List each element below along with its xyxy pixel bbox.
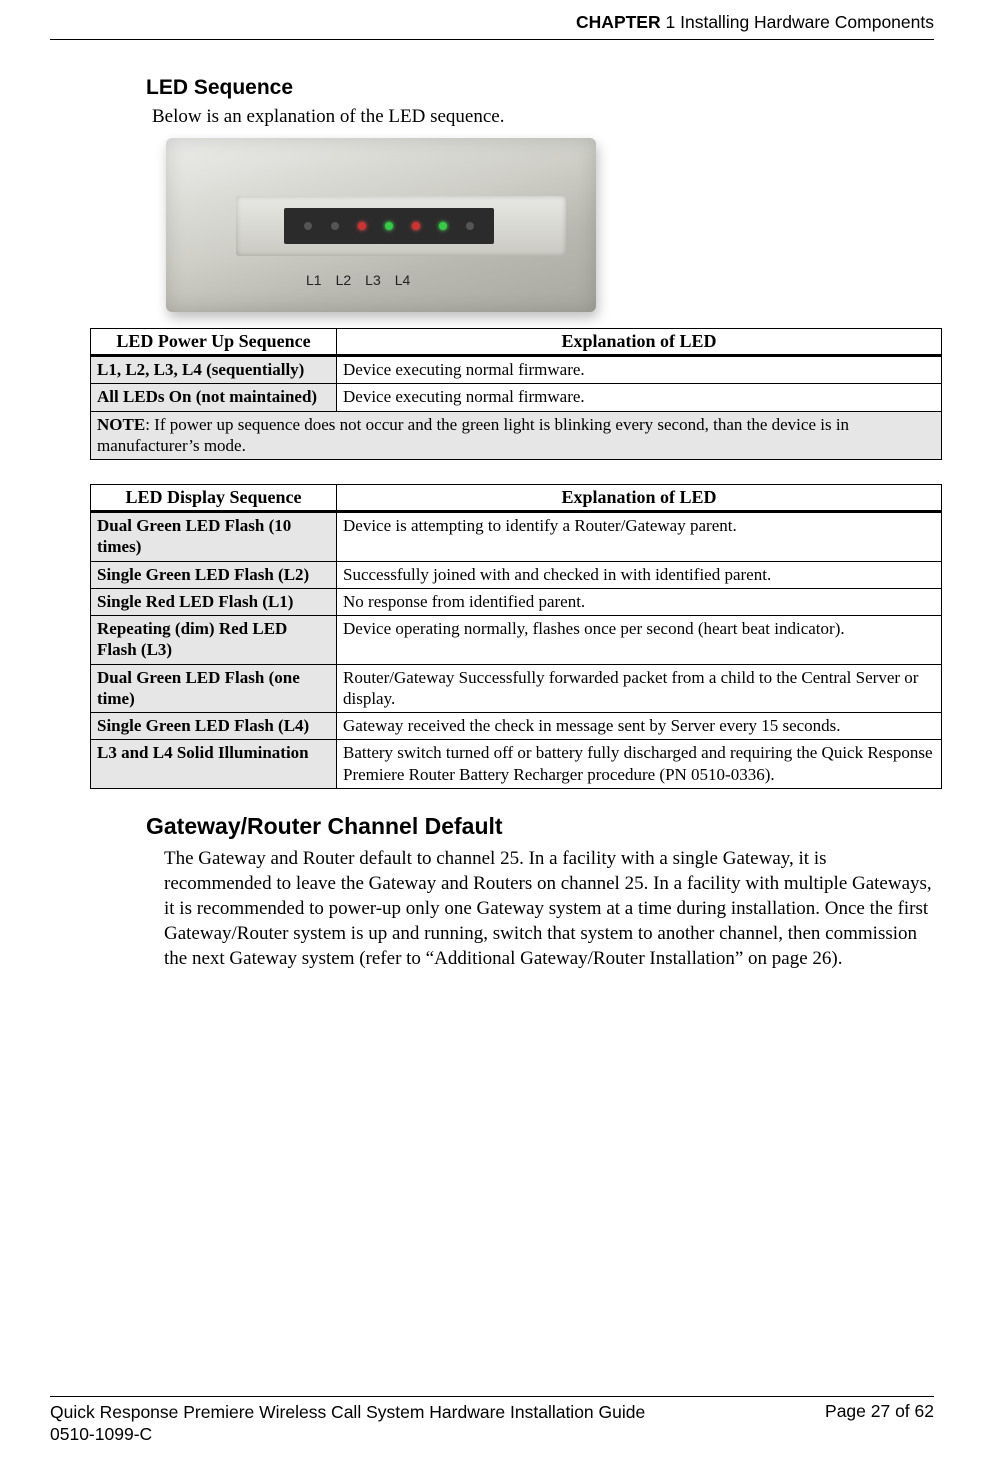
table-row: L3 and L4 Solid IlluminationBattery swit… <box>91 740 942 789</box>
cell-exp: Device executing normal firmware. <box>337 384 942 411</box>
led-l4 <box>439 222 447 230</box>
led-l3 <box>412 222 420 230</box>
figure-label-l4: L4 <box>395 272 411 288</box>
figure-label-l2: L2 <box>336 272 352 288</box>
page-footer: Quick Response Premiere Wireless Call Sy… <box>50 1396 934 1447</box>
gateway-default-body: The Gateway and Router default to channe… <box>164 846 934 971</box>
table-header-seq: LED Power Up Sequence <box>91 329 337 356</box>
device-port <box>466 222 474 230</box>
table-power-up-sequence: LED Power Up Sequence Explanation of LED… <box>90 328 942 460</box>
table-row: All LEDs On (not maintained) Device exec… <box>91 384 942 411</box>
cell-exp: Battery switch turned off or battery ful… <box>337 740 942 789</box>
content: LED Sequence Below is an explanation of … <box>146 76 934 971</box>
device-photo: L1 L2 L3 L4 <box>166 138 596 312</box>
led-l1 <box>358 222 366 230</box>
section-heading-gateway-default: Gateway/Router Channel Default <box>146 813 934 840</box>
device-port <box>304 222 312 230</box>
footer-doc-title: Quick Response Premiere Wireless Call Sy… <box>50 1402 645 1422</box>
cell-seq: Single Red LED Flash (L1) <box>91 588 337 615</box>
cell-seq: All LEDs On (not maintained) <box>91 384 337 411</box>
table-row: Dual Green LED Flash (10 times)Device is… <box>91 512 942 562</box>
table-row: Single Green LED Flash (L2)Successfully … <box>91 561 942 588</box>
table-row: L1, L2, L3, L4 (sequentially) Device exe… <box>91 356 942 384</box>
footer-doc-number: 0510-1099-C <box>50 1424 152 1444</box>
table-row: Repeating (dim) Red LED Flash (L3)Device… <box>91 616 942 665</box>
cell-seq: Single Green LED Flash (L4) <box>91 713 337 740</box>
cell-seq: Dual Green LED Flash (10 times) <box>91 512 337 562</box>
cell-exp: Successfully joined with and checked in … <box>337 561 942 588</box>
table-row: Single Red LED Flash (L1)No response fro… <box>91 588 942 615</box>
cell-exp: Device operating normally, flashes once … <box>337 616 942 665</box>
chapter-number: 1 <box>666 12 676 32</box>
cell-exp: Device is attempting to identify a Route… <box>337 512 942 562</box>
table-row: Dual Green LED Flash (one time)Router/Ga… <box>91 664 942 713</box>
chapter-label: CHAPTER <box>576 12 661 32</box>
chapter-header: CHAPTER 1 Installing Hardware Components <box>50 12 934 40</box>
table-header-row: LED Display Sequence Explanation of LED <box>91 485 942 512</box>
chapter-title: Installing Hardware Components <box>680 12 934 32</box>
page: CHAPTER 1 Installing Hardware Components… <box>0 0 984 1466</box>
table-header-row: LED Power Up Sequence Explanation of LED <box>91 329 942 356</box>
table-header-exp: Explanation of LED <box>337 485 942 512</box>
device-port <box>331 222 339 230</box>
note-text: : If power up sequence does not occur an… <box>97 415 849 455</box>
figure-label-l3: L3 <box>365 272 381 288</box>
cell-note: NOTE: If power up sequence does not occu… <box>91 411 942 460</box>
cell-exp: No response from identified parent. <box>337 588 942 615</box>
table-row: Single Green LED Flash (L4)Gateway recei… <box>91 713 942 740</box>
led-l2 <box>385 222 393 230</box>
intro-text: Below is an explanation of the LED seque… <box>152 106 934 128</box>
cell-seq: Repeating (dim) Red LED Flash (L3) <box>91 616 337 665</box>
section-heading-led-sequence: LED Sequence <box>146 76 934 100</box>
figure-label-l1: L1 <box>306 272 322 288</box>
note-label: NOTE <box>97 415 145 434</box>
cell-exp: Gateway received the check in message se… <box>337 713 942 740</box>
cell-seq: Dual Green LED Flash (one time) <box>91 664 337 713</box>
cell-seq: Single Green LED Flash (L2) <box>91 561 337 588</box>
table-header-seq: LED Display Sequence <box>91 485 337 512</box>
cell-exp: Device executing normal firmware. <box>337 356 942 384</box>
table-header-exp: Explanation of LED <box>337 329 942 356</box>
cell-seq: L1, L2, L3, L4 (sequentially) <box>91 356 337 384</box>
cell-seq: L3 and L4 Solid Illumination <box>91 740 337 789</box>
figure-led-labels: L1 L2 L3 L4 <box>306 272 410 288</box>
footer-page-number: Page 27 of 62 <box>825 1401 934 1422</box>
device-led-panel <box>284 208 494 244</box>
table-display-sequence: LED Display Sequence Explanation of LED … <box>90 484 942 789</box>
cell-exp: Router/Gateway Successfully forwarded pa… <box>337 664 942 713</box>
footer-left: Quick Response Premiere Wireless Call Sy… <box>50 1401 645 1447</box>
table-note-row: NOTE: If power up sequence does not occu… <box>91 411 942 460</box>
